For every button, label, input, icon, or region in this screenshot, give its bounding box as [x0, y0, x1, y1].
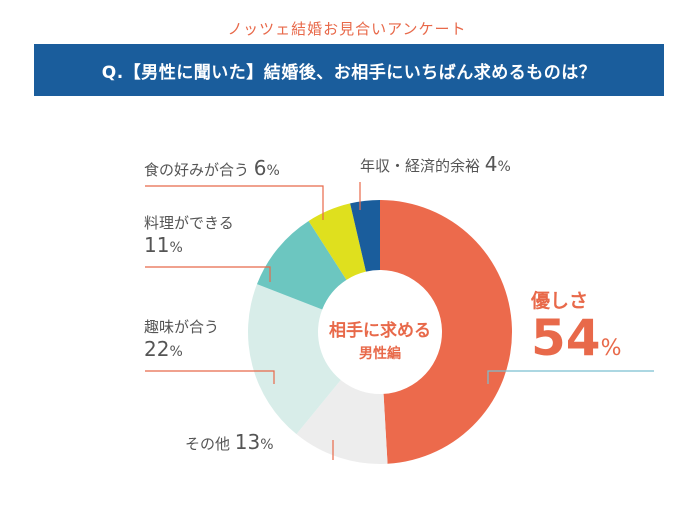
survey-title: ノッツェ結婚お見合いアンケート	[227, 20, 467, 38]
label-shoku-value: 6	[253, 156, 267, 180]
label-nenshu: 年収・経済的余裕 4%	[360, 152, 511, 177]
label-nenshu-unit: %	[497, 159, 511, 175]
label-sonota: その他 13%	[185, 430, 274, 455]
label-shoku-name: 食の好みが合う	[144, 161, 250, 179]
label-shumi-name: 趣味が合う	[144, 318, 220, 336]
slice-nenshu	[350, 200, 380, 272]
label-sonota-name: その他	[185, 435, 231, 453]
slice-shumi	[248, 284, 341, 435]
label-shumi: 趣味が合う 22%	[144, 318, 219, 362]
slice-ryouri	[256, 220, 347, 310]
label-yasashisa: 優しさ 54%	[531, 286, 622, 363]
label-ryouri-unit: %	[169, 239, 183, 256]
leader-shumi	[145, 370, 275, 384]
label-ryouri-name: 料理ができる	[144, 214, 234, 232]
label-shumi-unit: %	[169, 343, 183, 360]
center-label: 相手に求める 男性編	[300, 316, 460, 363]
slice-sonota	[296, 379, 388, 465]
leader-ryouri	[145, 266, 271, 282]
label-shoku-unit: %	[266, 163, 280, 179]
label-yasashisa-value: 54	[531, 309, 601, 367]
slice-yasashisa	[380, 200, 513, 464]
label-ryouri-value: 11	[144, 232, 170, 257]
leader-yasashisa	[487, 370, 654, 384]
label-ryouri: 料理ができる 11%	[144, 214, 234, 258]
slice-shoku	[308, 203, 366, 280]
label-yasashisa-name: 優しさ	[531, 290, 589, 312]
label-nenshu-name: 年収・経済的余裕	[360, 157, 481, 175]
label-sonota-value: 13	[234, 430, 261, 454]
center-label-line2: 男性編	[359, 346, 401, 362]
center-label-line1: 相手に求める	[329, 321, 431, 341]
question-banner: Q.【男性に聞いた】結婚後、お相手にいちばん求めるものは？	[34, 44, 664, 96]
leader-shoku	[145, 185, 324, 220]
label-yasashisa-unit: %	[600, 336, 622, 361]
label-shumi-value: 22	[144, 336, 170, 361]
label-nenshu-value: 4	[484, 152, 498, 176]
label-shoku: 食の好みが合う 6%	[144, 156, 280, 181]
label-sonota-unit: %	[260, 437, 274, 453]
